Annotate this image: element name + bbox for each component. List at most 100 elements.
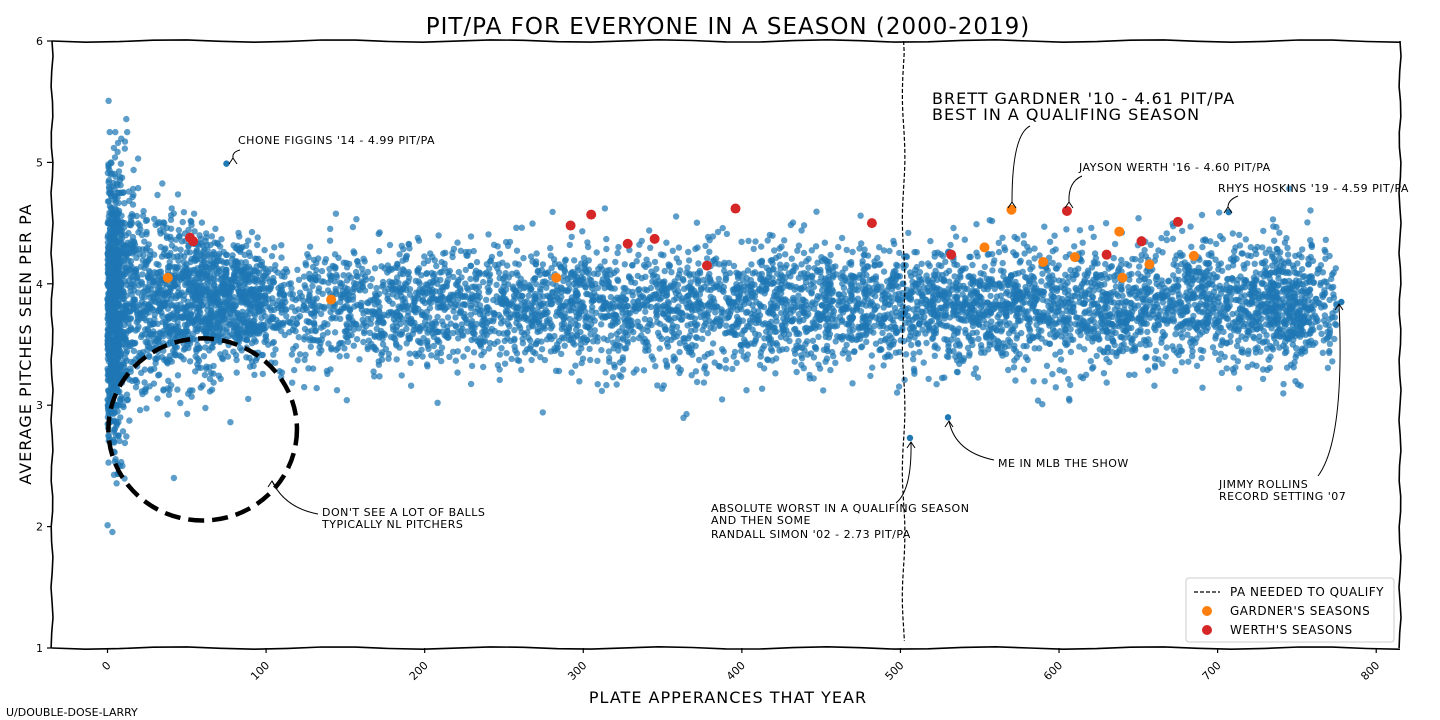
data-point-everyone [183,273,191,280]
data-point-everyone [130,166,137,174]
data-point-everyone [227,419,234,426]
data-point-everyone [1175,351,1182,359]
data-point-everyone [1209,344,1217,351]
data-point-everyone [214,254,221,262]
data-point-everyone [125,320,132,327]
data-point-everyone [470,349,478,356]
data-point-everyone [236,279,243,287]
data-point-everyone [123,249,130,256]
data-point-everyone [995,248,1003,256]
data-point-everyone [251,336,258,343]
data-point-everyone [202,404,209,412]
data-point-everyone [174,386,181,393]
data-point-everyone [223,276,231,283]
data-point-everyone [594,381,601,388]
data-point-everyone [177,399,184,407]
data-point-everyone [132,268,140,275]
data-point-everyone [200,353,208,360]
data-point-everyone [185,226,192,234]
data-point-everyone [237,245,244,252]
data-point-everyone [112,456,119,463]
data-point-everyone [483,296,490,303]
data-point-everyone [424,363,431,370]
data-point-everyone [1236,231,1243,239]
data-point-everyone [1147,241,1155,248]
data-point-everyone [858,343,866,350]
data-point-everyone [110,179,117,187]
data-point-everyone [223,266,230,273]
data-point-everyone [838,234,846,242]
data-point-everyone [115,432,122,439]
data-point-everyone [201,371,209,379]
data-point-everyone [188,281,195,288]
data-point-everyone [419,353,426,360]
data-point-everyone [925,375,932,383]
data-point-everyone [218,236,225,243]
data-point-everyone [123,292,130,299]
data-point-everyone [233,369,240,376]
data-point-everyone [134,184,142,192]
data-point-everyone [1331,320,1339,328]
data-point-everyone [194,256,201,263]
data-point-everyone [1244,260,1251,267]
data-point-everyone [217,375,224,382]
data-point-everyone [251,371,258,378]
data-point-everyone [174,191,182,198]
data-point-everyone [200,253,208,260]
data-point-everyone [137,226,144,233]
data-point-everyone [104,522,111,529]
data-point-everyone [223,319,230,327]
data-point-everyone [219,286,226,293]
data-point-everyone [910,356,917,363]
data-point-everyone [107,301,114,308]
data-point-everyone [726,269,734,277]
data-point-everyone [174,372,182,379]
data-point-everyone [1185,358,1192,365]
data-point-everyone [139,331,146,338]
data-point-everyone [230,297,237,304]
data-point-everyone [116,260,124,267]
data-point-everyone [198,219,206,226]
data-point-everyone [172,344,179,351]
data-point-everyone [1039,401,1046,408]
data-point-everyone [561,342,568,349]
data-point-everyone [123,391,131,398]
data-point-everyone [905,229,912,237]
data-point-everyone [127,258,135,265]
data-point-everyone [973,221,980,228]
data-point-everyone [156,281,163,288]
data-point-everyone [202,291,209,299]
data-point-everyone [910,365,918,373]
data-point-everyone [184,410,191,417]
data-point-everyone [393,356,400,363]
data-point-everyone [561,310,568,317]
data-point-everyone [1233,342,1241,350]
data-point-everyone [186,358,194,365]
data-point-everyone [1199,384,1206,391]
data-point-everyone [160,299,168,307]
data-point-everyone [653,265,660,273]
data-point-everyone [170,263,178,271]
data-point-everyone [256,306,264,313]
data-point-everyone [113,372,121,379]
data-point-everyone [513,247,521,254]
data-point-everyone [206,388,214,395]
data-point-everyone [114,148,121,156]
data-point-everyone [336,353,343,360]
data-point-everyone [974,253,981,260]
scatter-points-everyone [104,97,1340,536]
data-point-everyone [635,334,643,342]
data-point-everyone [121,145,128,152]
data-point-everyone [107,192,115,200]
data-point-everyone [114,303,122,310]
data-point-everyone [646,227,653,234]
data-point-everyone [112,221,119,228]
data-point-everyone [172,245,179,252]
data-point-everyone [1005,366,1012,374]
data-point-everyone [206,314,213,321]
data-point-everyone [115,199,122,207]
data-point-everyone [112,128,119,136]
data-point-everyone [105,459,112,466]
data-point-everyone [168,205,175,212]
data-point-everyone [642,308,649,315]
